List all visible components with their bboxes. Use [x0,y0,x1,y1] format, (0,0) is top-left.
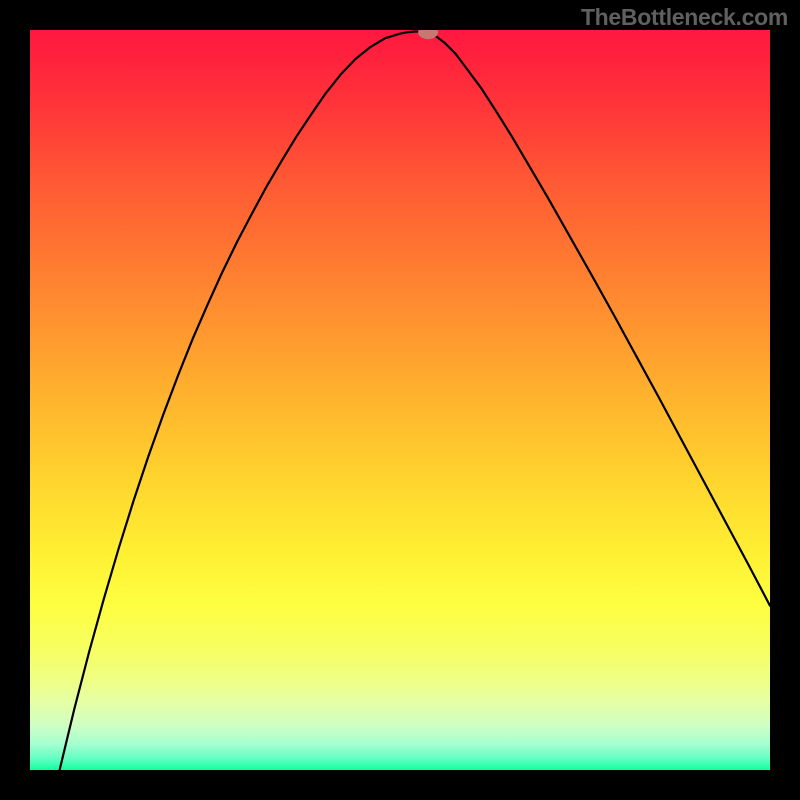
plot-svg [30,30,770,770]
chart-container: TheBottleneck.com [0,0,800,800]
watermark-text: TheBottleneck.com [581,4,788,31]
plot-area [30,30,770,770]
